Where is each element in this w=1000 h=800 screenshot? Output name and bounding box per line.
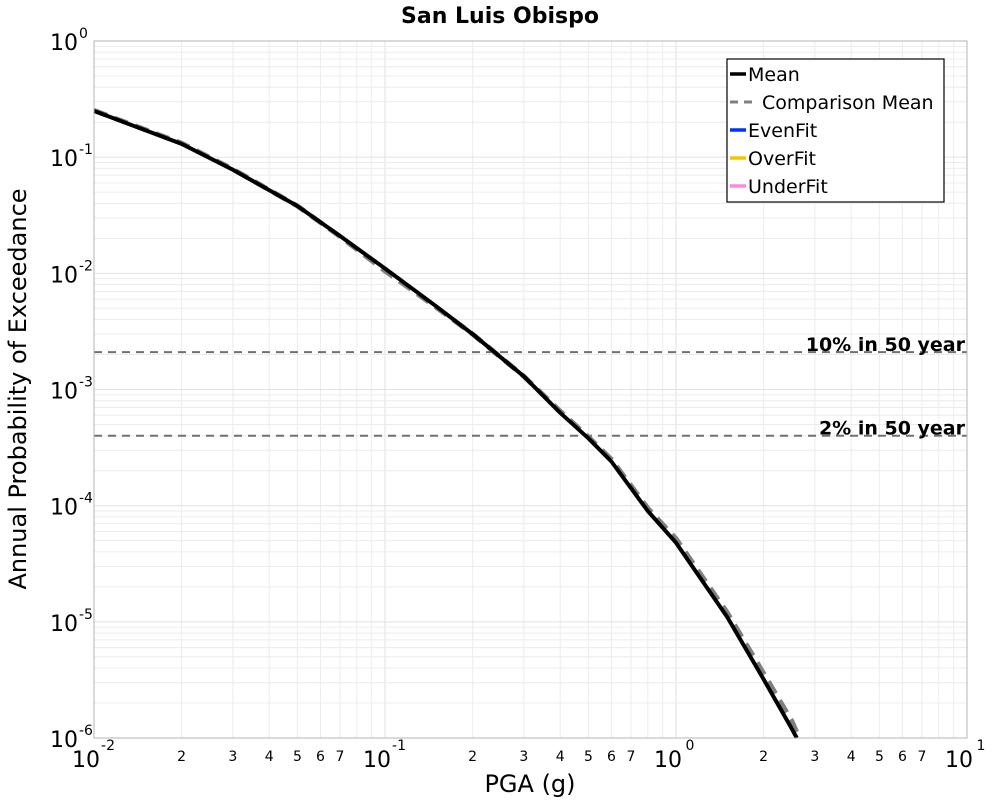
x-minor-tick-label: 3 [228,749,237,765]
chart-title: San Luis Obispo [401,4,599,29]
x-minor-tick-label: 5 [584,749,593,765]
x-minor-tick-label: 7 [335,749,344,765]
y-tick-exponent: -2 [79,258,93,274]
y-tick-exponent: -5 [79,607,93,623]
x-minor-tick-label: 3 [810,749,819,765]
x-minor-tick-label: 7 [917,749,926,765]
legend-label: EvenFit [748,120,817,142]
x-minor-tick-label: 2 [759,749,768,765]
x-minor-tick-label: 4 [556,749,565,765]
y-major-tick-label: 10 [50,147,78,172]
x-minor-tick-label: 4 [265,749,274,765]
x-major-tick-label: 10 [72,748,100,773]
x-minor-tick-label: 7 [626,749,635,765]
y-axis-label: Annual Probability of Exceedance [4,188,32,589]
x-major-tick-label: 10 [654,748,682,773]
y-tick-exponent: -4 [79,491,93,507]
x-tick-exponent: 1 [977,738,986,754]
reference-line-label: 2% in 50 year [819,418,966,440]
legend-label: UnderFit [748,176,828,198]
x-minor-tick-label: 3 [519,749,528,765]
series-line-mean [93,109,799,739]
x-minor-tick-label: 5 [293,749,302,765]
x-tick-exponent: -1 [392,738,406,754]
x-minor-tick-label: 4 [847,749,856,765]
legend-label: OverFit [748,148,816,170]
legend-label: Mean [748,64,800,86]
plot-frame [93,40,968,739]
x-minor-tick-label: 2 [177,749,186,765]
y-tick-exponent: -3 [79,375,93,391]
x-minor-tick-label: 6 [898,749,907,765]
y-major-tick-label: 10 [50,31,78,56]
reference-line-label: 10% in 50 year [806,334,966,356]
series-lines [93,108,802,739]
y-tick-exponent: -1 [79,142,93,158]
x-major-tick-label: 10 [945,748,973,773]
x-minor-tick-label: 6 [607,749,616,765]
y-tick-exponent: 0 [79,26,88,42]
y-major-tick-label: 10 [50,380,78,405]
legend-label: Comparison Mean [762,92,934,114]
y-major-tick-label: 10 [50,728,78,753]
x-minor-tick-label: 5 [875,749,884,765]
x-major-tick-label: 10 [363,748,391,773]
x-minor-tick-label: 6 [316,749,325,765]
y-major-tick-label: 10 [50,612,78,637]
reference-lines: 10% in 50 year 2% in 50 year [94,334,967,440]
legend: Mean Comparison Mean EvenFit OverFit UnderFi… [726,58,945,203]
y-major-tick-label: 10 [50,496,78,521]
plot-grid [93,41,967,739]
x-tick-exponent: -2 [101,738,115,754]
legend-box [726,58,945,203]
x-minor-tick-label: 2 [468,749,477,765]
y-tick-exponent: -6 [79,723,93,739]
x-axis-label: PGA (g) [484,770,575,798]
y-major-tick-label: 10 [50,263,78,288]
x-tick-exponent: 0 [686,738,695,754]
